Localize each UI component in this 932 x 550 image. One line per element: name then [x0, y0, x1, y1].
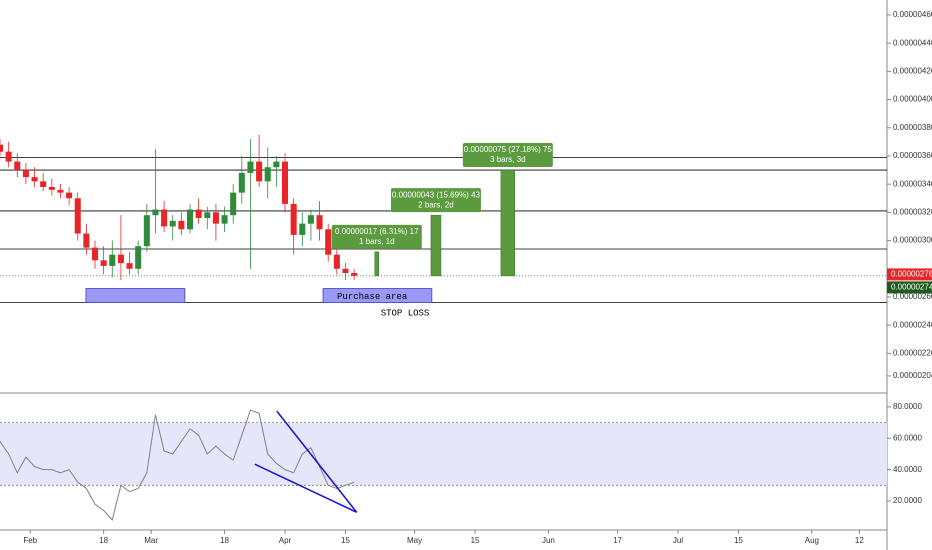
- y-tick-label: 0.00000440: [893, 38, 932, 47]
- purchase-zone: [322, 288, 433, 304]
- measure-label-box: [390, 188, 481, 213]
- measure-label: 0.00000043 (15.69%) 43: [392, 190, 481, 199]
- y-tick-label: 0.00000260: [893, 292, 932, 301]
- candle-body: [230, 192, 237, 216]
- candle-body: [152, 209, 159, 216]
- price-label: 0.00000274: [891, 283, 932, 292]
- y-tick-label: 0.00000220: [893, 348, 932, 357]
- purchase-zone: [85, 288, 186, 304]
- y-tick-label: 0.00000204: [893, 371, 932, 380]
- x-tick-label: Apr: [279, 536, 292, 545]
- stop-loss-label: STOP LOSS: [381, 308, 430, 318]
- x-tick-label: 15: [341, 536, 350, 545]
- candle-body: [117, 254, 124, 264]
- y-tick-label: 0.00000320: [893, 207, 932, 216]
- y-tick-label: 0.00000420: [893, 66, 932, 75]
- candle-body: [100, 260, 107, 266]
- candle-body: [31, 177, 38, 182]
- measure-box: [500, 169, 516, 277]
- candle-body: [204, 212, 211, 219]
- measure-box: [374, 251, 380, 277]
- candle-body: [342, 268, 349, 273]
- y-tick-label: 20.0000: [893, 496, 922, 505]
- y-tick-label: 0.00000300: [893, 236, 932, 245]
- rsi-line: [0, 409, 355, 521]
- y-tick-label: 80.0000: [893, 402, 922, 411]
- rsi-trendline: [254, 463, 358, 514]
- x-tick-label: Jul: [673, 536, 683, 545]
- candle-body: [290, 203, 297, 235]
- y-tick-label: 0.00000400: [893, 95, 932, 104]
- x-tick-label: 15: [734, 536, 743, 545]
- x-tick-label: 17: [613, 536, 622, 545]
- candle-body: [316, 215, 323, 230]
- x-tick-label: Jun: [542, 536, 555, 545]
- candle-body: [281, 161, 289, 204]
- y-tick-label: 0.00000460: [893, 10, 932, 19]
- candle-body: [83, 233, 90, 248]
- candle-body: [195, 209, 202, 219]
- candle-body: [186, 209, 194, 230]
- y-tick-label: 0.00000380: [893, 123, 932, 132]
- candle-body: [143, 215, 150, 247]
- candle-body: [238, 172, 245, 193]
- candle-body: [5, 151, 12, 162]
- candle-body: [0, 144, 4, 152]
- candle-body: [247, 161, 254, 173]
- x-tick-label: 15: [471, 536, 480, 545]
- x-tick-label: May: [407, 536, 422, 545]
- measure-label: 2 bars, 2d: [418, 200, 454, 209]
- candle-body: [264, 167, 271, 182]
- y-tick-label: 40.0000: [893, 465, 922, 474]
- measure-label: 1 bars, 1d: [359, 237, 395, 246]
- candle-body: [74, 198, 81, 234]
- candle-body: [169, 220, 176, 227]
- zone-label: Purchase area: [337, 292, 408, 302]
- y-tick-label: 60.0000: [893, 433, 922, 442]
- candle-body: [57, 189, 64, 193]
- y-tick-label: 0.00000340: [893, 179, 932, 188]
- x-tick-label: Mar: [144, 536, 158, 545]
- measure-label: 0.00000017 (6.31%) 17: [335, 227, 419, 236]
- candle-body: [91, 247, 99, 261]
- candle-body: [161, 209, 168, 227]
- measure-label-box: [462, 143, 553, 168]
- price-label: 0.00000276: [891, 270, 932, 279]
- x-tick-label: Aug: [805, 536, 819, 545]
- measure-label: 3 bars, 3d: [490, 155, 526, 164]
- rsi-band: [0, 422, 887, 486]
- price-label-box: [887, 268, 932, 281]
- price-label-box: [887, 281, 932, 294]
- candle-body: [135, 246, 142, 269]
- y-tick-label: 0.00000240: [893, 320, 932, 329]
- x-tick-label: 18: [99, 536, 108, 545]
- candle-body: [48, 186, 55, 190]
- candle-body: [126, 263, 133, 269]
- candle-body: [307, 215, 314, 224]
- candle-body: [178, 220, 185, 230]
- candle-body: [256, 161, 263, 182]
- measure-box: [430, 214, 442, 277]
- candle-body: [109, 254, 116, 266]
- candle-body: [325, 229, 332, 255]
- candle-body: [299, 223, 306, 235]
- measure-label-box: [331, 224, 422, 249]
- candle-body: [66, 192, 73, 199]
- measure-label: 0.00000075 (27.18%) 75: [464, 145, 553, 154]
- candle-body: [333, 254, 340, 269]
- y-tick-label: 0.00000360: [893, 151, 932, 160]
- candle-body: [273, 161, 280, 168]
- x-tick-label: 18: [220, 536, 229, 545]
- candle-body: [221, 215, 228, 224]
- candle-body: [14, 161, 21, 171]
- candle-body: [40, 181, 47, 187]
- x-tick-label: Feb: [23, 536, 37, 545]
- candle-body: [212, 212, 219, 224]
- candle-body: [22, 170, 29, 178]
- candle-body: [351, 272, 358, 276]
- rsi-trendline: [276, 410, 358, 513]
- x-tick-label: 12: [855, 536, 864, 545]
